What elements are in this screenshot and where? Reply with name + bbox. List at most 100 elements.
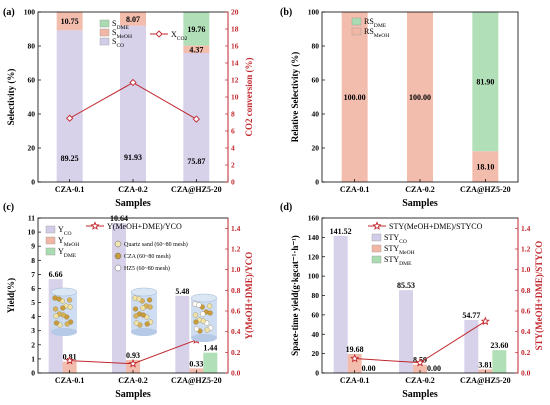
x-tick-label: CZA-0.2 (405, 185, 435, 194)
bar-sdme (183, 12, 210, 46)
y2-tick-label: 0.2 (521, 348, 531, 357)
bar-yco (112, 223, 126, 373)
bar-rsdme (472, 12, 499, 152)
legend-swatch (351, 27, 362, 36)
y-tick-label: 40 (28, 110, 36, 119)
y-tick-label: 0 (315, 178, 319, 187)
y-tick-label: 60 (28, 76, 36, 85)
bar-smeoh (183, 45, 210, 54)
y2-tick-label: 6 (231, 127, 235, 136)
legend-label: STYDME (384, 255, 412, 267)
legend-swatch (351, 17, 362, 26)
y-tick-label: 80 (312, 42, 320, 51)
legend-line-marker (372, 221, 382, 230)
y2-tick-label: 2 (231, 161, 235, 170)
y-tick-label: 80 (312, 291, 320, 300)
y2-tick-label: 1.4 (521, 224, 531, 233)
data-label: 100.00 (409, 93, 431, 102)
x-tick-label: CZA-0.1 (55, 185, 85, 194)
y-tick-label: 0 (315, 369, 319, 378)
legend-label: STYMeOH (384, 244, 415, 256)
y-tick-label: 8 (31, 256, 35, 265)
x-tick-label: CZA-0.2 (405, 376, 435, 385)
bar-smeoh (56, 12, 83, 31)
y2-tick-label: 0.2 (231, 348, 241, 357)
y-tick-label: 140 (308, 233, 320, 242)
y-tick-label: 60 (312, 76, 320, 85)
y-tick-label: 40 (312, 330, 320, 339)
y2-tick-label: 0.4 (231, 327, 241, 336)
bar-yco (175, 295, 190, 373)
y2-tick-label: 0.0 (231, 369, 241, 378)
bar-rsmeoh (407, 12, 433, 182)
legend-swatch (99, 19, 110, 28)
y-tick-label: 0 (31, 178, 35, 187)
line-marker (350, 353, 360, 363)
line-marker (129, 78, 137, 87)
legend-label: SCO (112, 37, 124, 49)
reactor-bed-icon (130, 287, 158, 336)
y2-tick-label: 0.8 (231, 286, 241, 295)
bar-rsmeoh (472, 151, 499, 182)
data-label: 91.93 (124, 153, 142, 162)
legend-swatch (99, 28, 110, 37)
y2-tick-label: 0.8 (521, 286, 531, 295)
y2-tick-label: 16 (231, 42, 239, 51)
bar-stydme (492, 350, 507, 373)
y2-axis-label: CO2 conversion (%) (244, 58, 254, 137)
chart-panel-1: (a)89.2510.7591.938.0775.874.3719.760204… (3, 7, 254, 209)
y2-tick-label: 1.2 (521, 245, 531, 254)
reactor-bed-icon (190, 293, 218, 342)
data-label: 10.64 (110, 214, 128, 223)
chart-panel-2: (b) 100.00 100.00 18.10 81.90 0 20 40 60 80 100 CZA… (280, 7, 519, 209)
x-tick-label: CZA-0.1 (55, 376, 85, 385)
bar-styco (464, 319, 479, 373)
data-label: 10.75 (61, 17, 79, 26)
y2-tick-label: 14 (231, 59, 239, 68)
reactor-bed-icon (50, 287, 78, 336)
legend-label: YDME (58, 247, 77, 259)
line-marker (65, 355, 75, 365)
y-tick-label: 20 (312, 349, 320, 358)
y-tick-label: 10 (28, 228, 36, 237)
x-axis-label: Samples (402, 198, 438, 209)
y-tick-label: 3 (31, 326, 35, 335)
y2-axis-label: STY(MeOH+DME)/STYCO (534, 241, 544, 351)
x-tick-label: CZA-0.2 (118, 185, 148, 194)
panel-label: (a) (3, 7, 15, 18)
x-axis-label: Samples (115, 389, 151, 400)
y-tick-label: 100 (308, 272, 320, 281)
y2-tick-label: 1.0 (231, 265, 241, 274)
bar-styco (333, 235, 348, 373)
data-label: 85.53 (397, 281, 415, 290)
data-label: 0.33 (189, 359, 203, 368)
data-label: 23.60 (490, 341, 508, 350)
y-tick-label: 9 (31, 242, 35, 251)
data-label: 6.66 (49, 270, 63, 279)
x-tick-label: CZA@HZ5-20 (171, 185, 222, 194)
bar-ydme (203, 352, 218, 373)
data-label: 0.93 (126, 351, 140, 360)
legend-label: Y(MeOH+DME)/YCO (107, 222, 182, 231)
y-axis-label: Relative Selectivity (%) (290, 52, 300, 142)
legend-line-marker (90, 221, 100, 230)
bar-ymeoh (62, 361, 77, 373)
bar-sco (56, 30, 83, 183)
data-label: 89.25 (61, 154, 79, 163)
y2-tick-label: 1.2 (231, 245, 241, 254)
inset-legend-dot (114, 252, 122, 260)
y-tick-label: 80 (28, 42, 36, 51)
y2-tick-label: 4 (231, 144, 235, 153)
panel-label: (b) (280, 7, 292, 18)
line-marker (128, 358, 138, 368)
inset-legend-label: CZA (60~80 mesh) (124, 253, 171, 260)
legend-swatch (45, 236, 56, 245)
legend-swatch (371, 244, 382, 253)
legend-swatch (371, 255, 382, 264)
legend-label: STYCO (384, 233, 407, 245)
x-axis-label: Samples (402, 389, 438, 400)
y-tick-label: 160 (308, 214, 320, 223)
